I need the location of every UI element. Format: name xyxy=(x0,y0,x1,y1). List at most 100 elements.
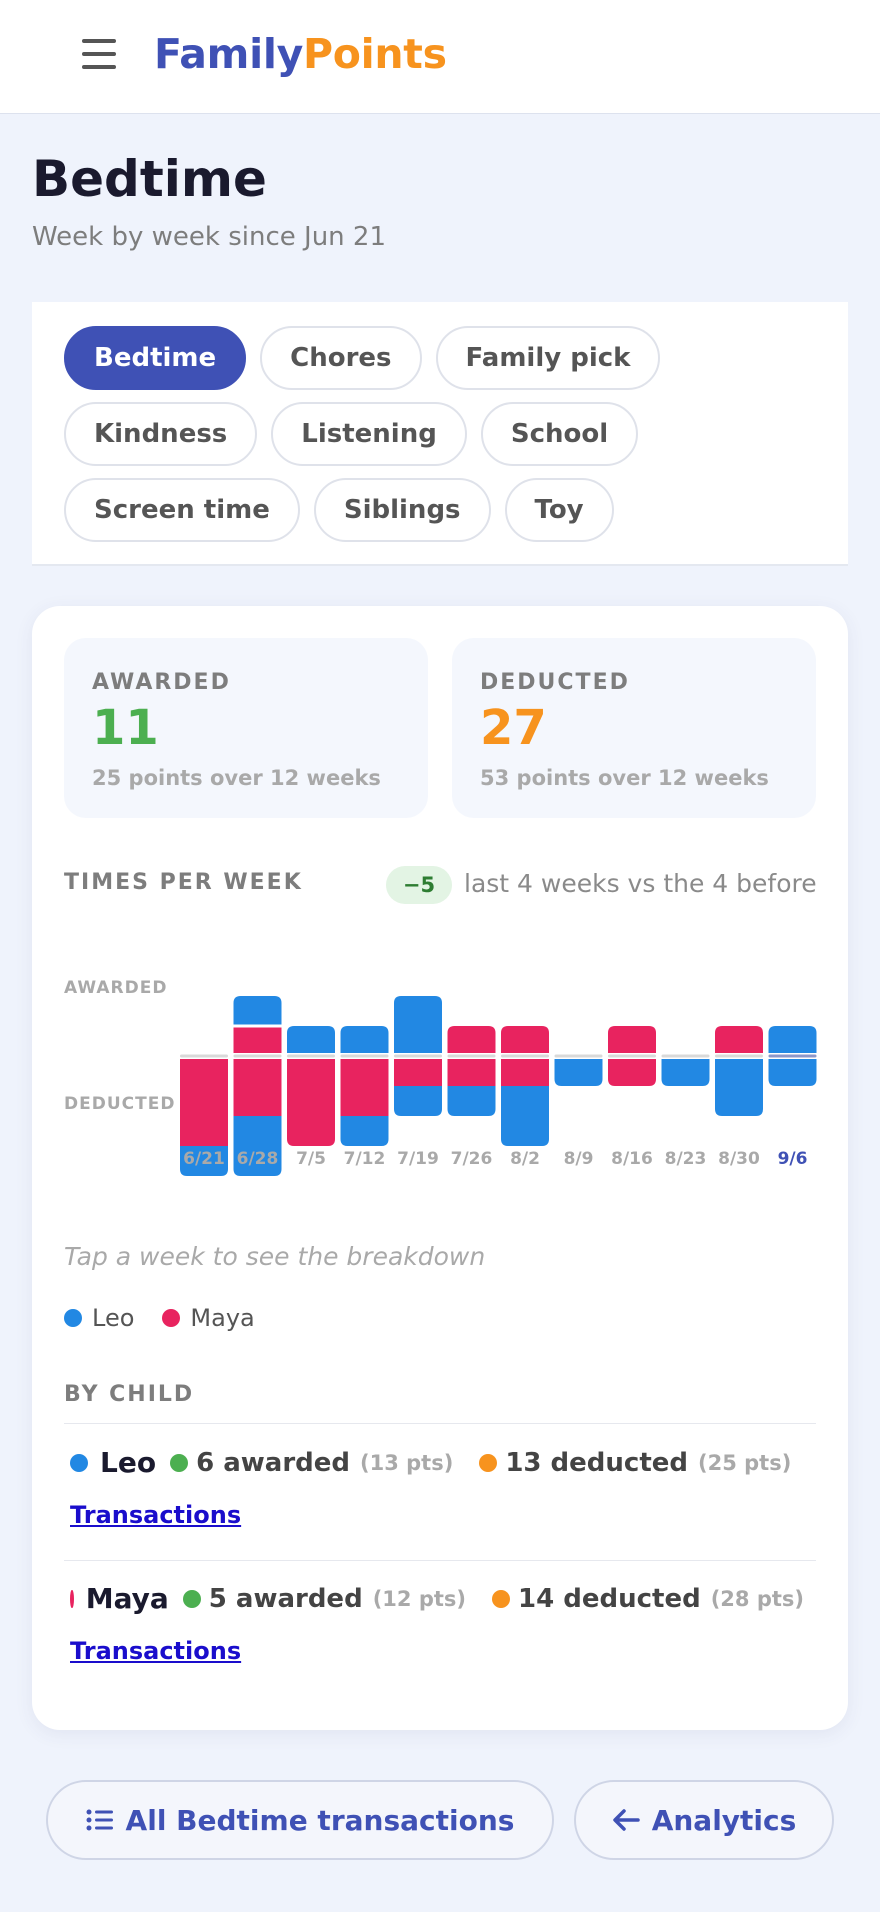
week-tick-label: 8/16 xyxy=(611,1149,653,1169)
leo-deducted-metric: 13 deducted (25 pts) xyxy=(479,1448,791,1478)
app-logo[interactable]: FamilyPoints xyxy=(154,30,447,78)
bar-segment-leo-awarded xyxy=(394,996,442,1056)
bar-segment-leo-deducted xyxy=(554,1056,603,1086)
leo-deducted-count: 13 deducted xyxy=(505,1447,689,1478)
chip-screen-time[interactable]: Screen time xyxy=(64,478,300,542)
axis-label-awarded: AWARDED xyxy=(64,978,168,998)
week-bar-7-26[interactable]: 7/26 xyxy=(447,1026,496,1169)
week-bar-6-21[interactable]: 6/21 xyxy=(180,1053,228,1176)
deducted-value: 27 xyxy=(480,700,547,756)
all-transactions-label: All Bedtime transactions xyxy=(125,1803,515,1837)
awarded-dot xyxy=(170,1453,189,1472)
awarded-stat: AWARDED 11 25 points over 12 weeks xyxy=(64,638,428,818)
week-tick-label: 7/5 xyxy=(296,1149,326,1169)
week-bar-8-30[interactable]: 8/30 xyxy=(715,1026,763,1169)
deducted-dot xyxy=(479,1453,498,1472)
week-bar-7-19[interactable]: 7/19 xyxy=(394,996,442,1169)
all-transactions-button[interactable]: All Bedtime transactions xyxy=(46,1780,554,1860)
legend-maya-label: Maya xyxy=(190,1304,255,1332)
bar-segment-leo-deducted xyxy=(394,1086,442,1116)
chip-toy[interactable]: Toy xyxy=(504,478,614,542)
bar-segment-leo-awarded xyxy=(340,1026,389,1056)
week-bar-8-9[interactable]: 8/9 xyxy=(554,1053,603,1169)
bar-segment-maya-awarded xyxy=(447,1026,496,1056)
bar-segment-leo-deducted xyxy=(340,1116,389,1146)
bar-segment-maya-deducted xyxy=(394,1056,442,1086)
weekly-bar-chart[interactable]: 6/21 6/28 7/5 7/12 7/19 7/26 8/2 8/9 8/16 8/23 8/3… xyxy=(180,966,820,1236)
divider xyxy=(64,1423,816,1424)
bar-segment-leo-deducted xyxy=(233,1116,282,1176)
trend-text: last 4 weeks vs the 4 before xyxy=(464,869,817,898)
zero-line xyxy=(340,1054,389,1058)
week-bar-9-6[interactable]: 9/6 xyxy=(768,1026,817,1169)
legend-leo: Leo xyxy=(64,1304,134,1332)
awarded-value: 11 xyxy=(92,700,159,756)
logo-points-text: Points xyxy=(303,30,447,78)
week-tick-label: 7/12 xyxy=(344,1149,386,1169)
maya-deducted-count: 14 deducted xyxy=(518,1583,701,1614)
awarded-dot xyxy=(182,1589,201,1608)
awarded-label: AWARDED xyxy=(92,670,231,695)
chip-bedtime[interactable]: Bedtime xyxy=(64,326,247,390)
child-row-maya: Maya 5 awarded (12 pts) 14 deducted (28 … xyxy=(70,1582,830,1665)
legend-leo-label: Leo xyxy=(92,1304,135,1332)
bar-segment-maya-deducted xyxy=(233,1056,282,1116)
bar-segment-leo-deducted xyxy=(447,1086,496,1116)
bar-segment-leo-awarded xyxy=(287,1026,335,1056)
week-tick-label: 6/28 xyxy=(237,1149,279,1169)
legend-leo-dot xyxy=(64,1309,82,1327)
bar-segment-maya-awarded xyxy=(715,1026,763,1056)
week-bar-8-23[interactable]: 8/23 xyxy=(661,1053,710,1169)
chip-kindness[interactable]: Kindness xyxy=(64,402,258,466)
chip-school[interactable]: School xyxy=(480,402,639,466)
zero-line xyxy=(447,1054,496,1058)
trend-badge: −5 xyxy=(386,866,452,904)
week-bar-8-2[interactable]: 8/2 xyxy=(501,1026,549,1169)
week-bar-6-28[interactable]: 6/28 xyxy=(233,996,282,1176)
maya-awarded-count: 5 awarded xyxy=(208,1583,363,1614)
chip-siblings[interactable]: Siblings xyxy=(313,478,491,542)
week-tick-label: 9/6 xyxy=(778,1149,808,1169)
week-tick-label: 8/9 xyxy=(564,1149,594,1169)
bar-segment-leo-deducted xyxy=(715,1056,763,1116)
maya-deducted-metric: 14 deducted (28 pts) xyxy=(492,1584,804,1614)
zero-line xyxy=(501,1054,549,1058)
child-row-leo: Leo 6 awarded (13 pts) 13 deducted (25 p… xyxy=(70,1446,830,1529)
child-name-leo: Leo xyxy=(100,1446,157,1479)
deducted-stat: DEDUCTED 27 53 points over 12 weeks xyxy=(452,638,816,818)
zero-line xyxy=(180,1054,228,1058)
deducted-subtext: 53 points over 12 weeks xyxy=(480,766,769,790)
week-tick-label: 8/23 xyxy=(665,1149,707,1169)
leo-deducted-points: (25 pts) xyxy=(698,1450,792,1475)
stats-card: AWARDED 11 25 points over 12 weeks DEDUC… xyxy=(32,606,848,1730)
maya-transactions-link[interactable]: Transactions xyxy=(70,1637,242,1665)
chip-family-pick[interactable]: Family pick xyxy=(435,326,661,390)
chip-chores[interactable]: Chores xyxy=(260,326,422,390)
leo-transactions-link[interactable]: Transactions xyxy=(70,1501,242,1529)
bar-segment-maya-deducted xyxy=(287,1056,335,1146)
analytics-button[interactable]: Analytics xyxy=(574,1780,834,1860)
week-tick-label: 7/19 xyxy=(397,1149,439,1169)
zero-line xyxy=(768,1054,817,1058)
week-bar-8-16[interactable]: 8/16 xyxy=(608,1026,656,1169)
logo-family-text: Family xyxy=(154,30,304,78)
week-tick-label: 8/2 xyxy=(510,1149,540,1169)
page-subtitle: Week by week since Jun 21 xyxy=(32,222,387,252)
week-bar-7-12[interactable]: 7/12 xyxy=(340,1026,389,1169)
page-title: Bedtime xyxy=(32,150,267,208)
chart-hint: Tap a week to see the breakdown xyxy=(64,1242,486,1271)
bar-segment-maya-deducted xyxy=(501,1056,549,1086)
bar-segment-leo-deducted xyxy=(768,1056,817,1086)
legend-maya-dot xyxy=(162,1309,181,1327)
week-bar-7-5[interactable]: 7/5 xyxy=(287,1026,335,1169)
leo-awarded-count: 6 awarded xyxy=(196,1447,351,1478)
zero-line xyxy=(394,1054,442,1058)
chip-listening[interactable]: Listening xyxy=(271,402,467,466)
child-dot-leo xyxy=(70,1453,88,1472)
hamburger-menu-icon[interactable] xyxy=(82,39,116,69)
legend-maya: Maya xyxy=(162,1304,255,1332)
bar-segment-maya-deducted xyxy=(340,1056,389,1116)
category-filter-panel: Bedtime Chores Family pick Kindness List… xyxy=(32,302,848,566)
by-child-title: BY CHILD xyxy=(64,1382,195,1407)
zero-line xyxy=(233,1054,282,1058)
